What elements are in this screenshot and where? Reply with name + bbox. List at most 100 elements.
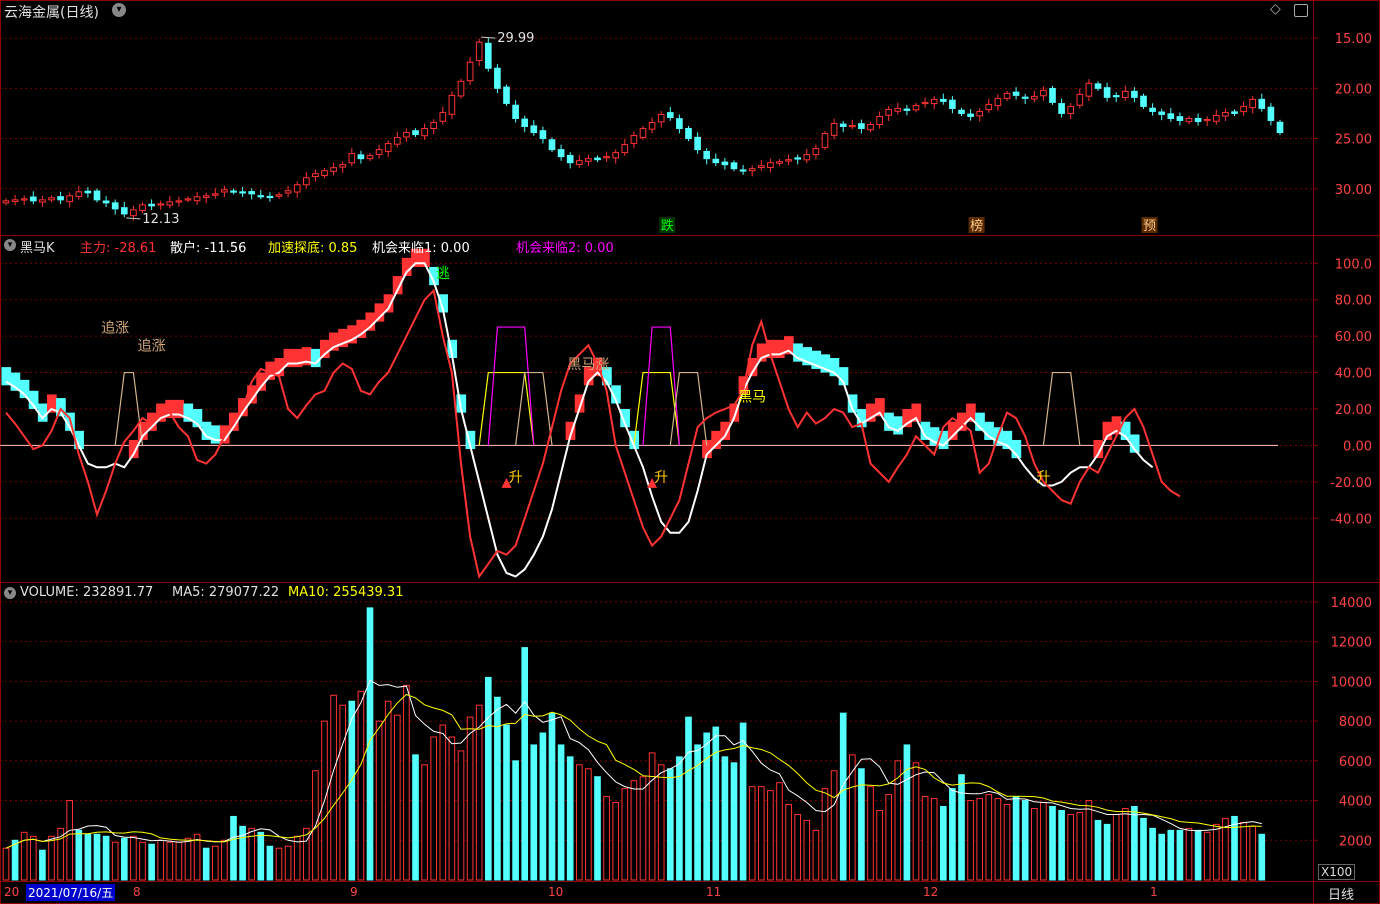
volume-tick-label: 2000: [1339, 834, 1372, 849]
indicator-step-block: [438, 294, 448, 313]
candle-body: [275, 194, 283, 197]
buy-arrow-marker: [501, 477, 512, 488]
volume-bar: [1240, 821, 1247, 881]
price-tick-label: 25.00: [1335, 133, 1372, 148]
indicator-step-block: [19, 379, 30, 399]
volume-bar: [148, 843, 155, 881]
x-axis-month-10: 10: [548, 885, 564, 899]
indicator-step-fill: [957, 431, 967, 446]
indicator-menu-icon[interactable]: ▾: [4, 239, 16, 251]
volume-bar: [848, 754, 856, 881]
candle-body: [239, 191, 246, 194]
candle-body: [557, 149, 565, 158]
price-high-label: 29.99: [497, 31, 534, 46]
candle-body: [1012, 91, 1020, 96]
volume-menu-icon[interactable]: ▾: [4, 587, 16, 599]
indicator-step-fill: [793, 362, 803, 446]
x-axis-start-prefix: 20: [4, 885, 20, 899]
volume-bar: [748, 786, 756, 881]
candle-body: [903, 108, 911, 111]
volume-bar: [1203, 831, 1211, 881]
candle-body: [930, 98, 938, 105]
indicator-step-block: [729, 403, 740, 422]
candle-body: [1058, 103, 1065, 114]
indicator-step-block: [283, 348, 294, 368]
volume-bar: [757, 786, 765, 881]
volume-bar: [230, 815, 237, 881]
volume-bar: [221, 839, 228, 881]
candle-body: [84, 190, 92, 194]
price-low-label: 12.13: [142, 212, 179, 227]
volume-bar: [84, 833, 92, 881]
candle-body: [657, 113, 665, 123]
price-tick-label: 30.00: [1335, 183, 1372, 198]
volume-bar: [2, 847, 10, 881]
indicator-annotation: 黑马涨: [567, 357, 609, 373]
candle-body: [111, 202, 119, 210]
indicator-step-block: [583, 367, 594, 386]
volume-bar: [1040, 802, 1047, 881]
candle-body: [1267, 106, 1275, 121]
volume-bar: [448, 736, 456, 881]
volume-bar: [876, 809, 883, 881]
indicator-step-fill: [875, 416, 885, 445]
indicator-step-fill: [584, 385, 594, 445]
indicator-step-fill: [338, 347, 348, 445]
indicator-step-block: [711, 430, 721, 450]
candle-body: [621, 144, 629, 154]
candle-body: [475, 41, 483, 61]
volume-bar: [739, 722, 747, 881]
volume-tick-label: 6000: [1339, 755, 1372, 770]
candle-body: [812, 148, 820, 156]
indicator-step-block: [410, 248, 421, 267]
indicator-step-block: [292, 348, 303, 368]
candle-body: [1258, 98, 1266, 109]
candle-body: [1085, 82, 1093, 97]
volume-bar: [302, 827, 310, 881]
volume-bar: [1131, 806, 1138, 881]
candle-body: [1158, 111, 1166, 115]
volume-bar: [139, 841, 146, 881]
indicator-step-block: [1002, 430, 1013, 450]
candle-body: [894, 107, 902, 112]
candle-body: [585, 158, 592, 162]
candle-body: [1030, 95, 1038, 100]
volume-bar: [912, 762, 920, 881]
x-axis-month-12: 12: [923, 885, 939, 899]
candle-body: [912, 104, 920, 111]
period-button[interactable]: 日线: [1328, 888, 1355, 903]
candle-body: [139, 204, 146, 211]
candle-body: [1194, 117, 1202, 122]
volume-bar: [1112, 813, 1120, 881]
indicator-step-block: [1093, 439, 1104, 459]
indicator-step-block: [74, 430, 84, 450]
x-axis-current-date[interactable]: 2021/07/16/五: [26, 884, 116, 901]
indicator-step-block: [793, 343, 803, 362]
candle-body: [412, 130, 419, 136]
indicator-tick-label: -40.00: [1330, 512, 1372, 527]
volume-bar: [785, 804, 792, 881]
indicator-tick-label: 60.00: [1335, 330, 1372, 345]
indicator-step-block: [210, 425, 221, 444]
volume-bar: [1103, 823, 1111, 881]
chevron-down-icon[interactable]: ▾: [112, 3, 126, 17]
accel-bottom-pulse: [478, 371, 535, 446]
indicator-step-block: [456, 394, 467, 413]
signal-tag-bg: [1141, 217, 1158, 233]
candle-body: [75, 191, 83, 197]
window-toggle-icon[interactable]: [1294, 4, 1308, 17]
buy-arrow-marker: [647, 477, 658, 488]
volume-bar: [1249, 825, 1257, 881]
diamond-icon[interactable]: ◇: [1270, 1, 1281, 17]
volume-bar: [421, 764, 428, 881]
candle-body: [876, 115, 883, 125]
volume-bar: [503, 724, 510, 881]
candle-body: [548, 139, 556, 151]
volume-bar: [439, 724, 447, 881]
legend-retail: 散户: -11.56: [170, 241, 247, 256]
volume-bar: [1212, 823, 1220, 881]
indicator-step-block: [811, 350, 822, 369]
candle-body: [666, 112, 674, 118]
indicator-step-fill: [347, 343, 357, 445]
